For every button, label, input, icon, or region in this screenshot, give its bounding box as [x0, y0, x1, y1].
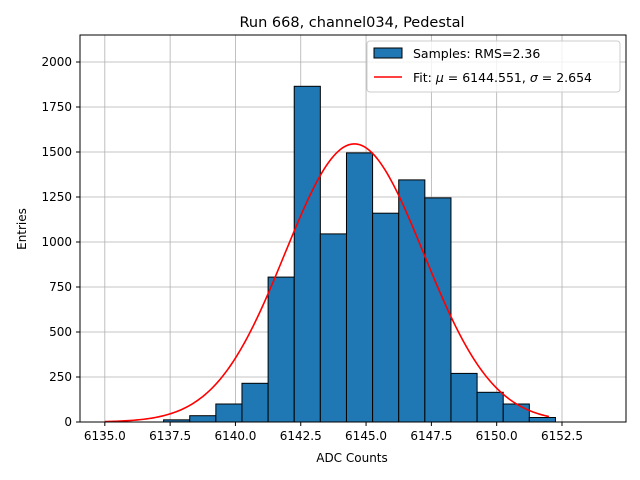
histogram-bar-4	[267, 276, 295, 423]
y-tick-label-7: 1750	[41, 100, 72, 114]
legend-samples-label: Samples: RMS=2.36	[413, 46, 540, 61]
legend-fit-mu-equals: =	[444, 70, 462, 85]
histogram-bar-6	[319, 233, 347, 423]
legend-fit-mu-value: 6144.551	[462, 70, 522, 85]
histogram-bar-14	[528, 417, 556, 423]
x-tick-label-1: 6137.5	[149, 429, 191, 443]
x-axis-ticks: 6135.0 6137.5 6140.0 6142.5 6145.0 6147.5 6150…	[84, 422, 583, 443]
legend-box	[366, 40, 621, 93]
legend-fit-prefix: Fit:	[413, 70, 436, 85]
legend-fit-sigma-symbol: σ	[530, 70, 539, 85]
histogram-bar-5	[293, 85, 321, 423]
histogram-bar-8	[372, 212, 400, 423]
y-tick-label-1: 250	[49, 370, 72, 384]
histogram-bar-12	[476, 391, 504, 423]
y-tick-label-3: 750	[49, 280, 72, 294]
chart-title: Run 668, channel034, Pedestal	[239, 15, 464, 31]
y-tick-label-8: 2000	[41, 55, 72, 69]
x-tick-label-2: 6140.0	[214, 429, 256, 443]
histogram-bar-9	[398, 179, 426, 423]
y-axis-label: Entries	[15, 208, 29, 250]
histogram-bar-2	[215, 403, 243, 423]
legend-fit-separator: ,	[522, 70, 530, 85]
x-tick-label-0: 6135.0	[84, 429, 126, 443]
x-tick-label-6: 6150.0	[476, 429, 518, 443]
legend-fit-mu-symbol: μ	[435, 70, 444, 85]
y-tick-label-4: 1000	[41, 235, 72, 249]
legend-fit-sigma-equals: =	[538, 70, 556, 85]
histogram-bar-11	[450, 372, 478, 423]
histogram-bar-10	[424, 197, 452, 423]
x-axis-label: ADC Counts	[316, 451, 388, 465]
histogram-bar-13	[502, 403, 530, 423]
x-tick-label-5: 6147.5	[410, 429, 452, 443]
legend: Samples: RMS=2.36 Fit: μ = 6144.551, σ =…	[366, 40, 621, 93]
legend-samples-swatch	[373, 47, 403, 59]
fit-curve-group	[104, 143, 550, 423]
axes-frame	[79, 34, 627, 423]
x-tick-label-4: 6145.0	[345, 429, 387, 443]
histogram-bar-1	[189, 415, 217, 423]
y-tick-label-2: 500	[49, 325, 72, 339]
histogram-bar-7	[345, 152, 374, 423]
fit-curve	[104, 143, 550, 423]
x-tick-label-7: 6152.5	[541, 429, 583, 443]
y-axis-ticks: 0 250 500 750 1000 1250 1500 1750 2000	[41, 55, 80, 429]
histogram-bars	[163, 85, 556, 423]
y-tick-label-6: 1500	[41, 145, 72, 159]
histogram-bar-3	[241, 382, 269, 423]
x-tick-label-3: 6142.5	[280, 429, 322, 443]
y-tick-label-5: 1250	[41, 190, 72, 204]
y-tick-label-0: 0	[64, 415, 72, 429]
legend-fit-sigma-value: 2.654	[556, 70, 592, 85]
legend-fit-label: Fit: μ = 6144.551, σ = 2.654	[413, 70, 592, 85]
